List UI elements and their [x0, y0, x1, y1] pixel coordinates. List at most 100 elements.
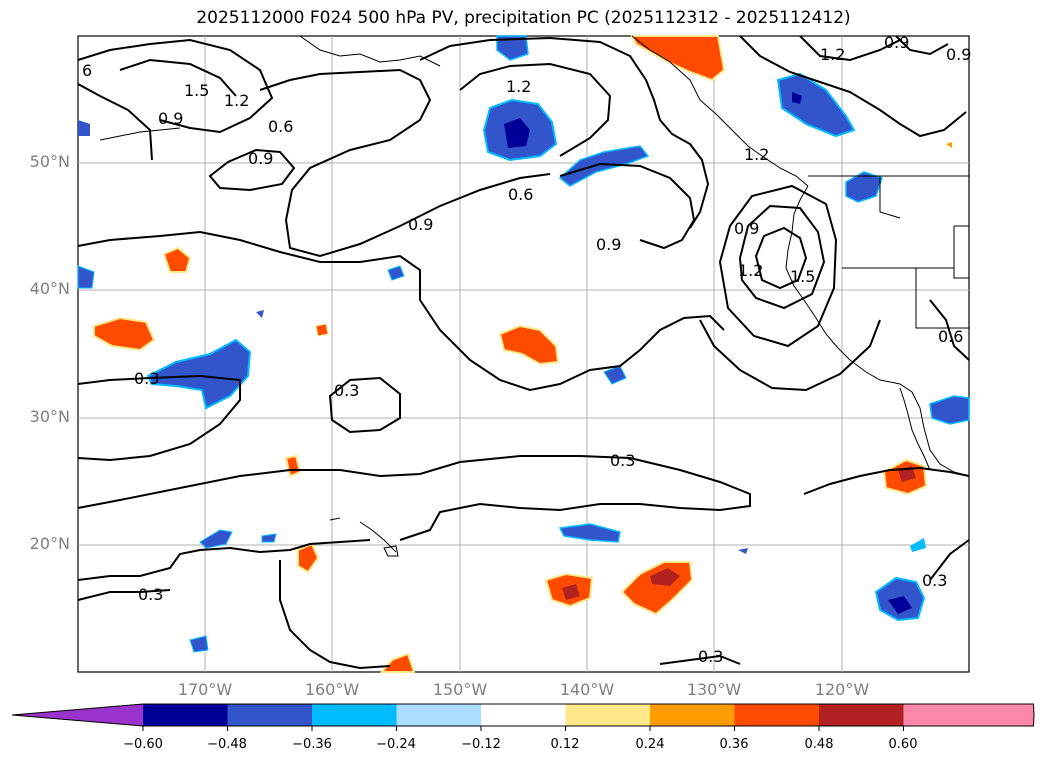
contour-low-mid [738, 204, 826, 310]
precip-blob-blue-21n [558, 523, 621, 543]
border-state-3 [879, 176, 901, 219]
precip-blob-orange-8 [379, 652, 416, 673]
colorbar-segment [481, 704, 566, 726]
coastline-aleutian-west [99, 127, 181, 141]
border-state-2 [915, 268, 969, 329]
contour-label: 0.9 [596, 235, 621, 254]
contour-0.3-south-3 [279, 560, 391, 670]
precip-blob-small-5 [199, 529, 233, 549]
precip-blob-west-edge-2 [77, 265, 95, 289]
contour-label: 0.3 [922, 571, 947, 590]
contour-upper-2 [119, 58, 237, 97]
colorbar-tick-label: 0.24 [635, 737, 665, 752]
colorbar-tick-label: 0.48 [804, 737, 834, 752]
lat-label-50n: 50°N [29, 152, 70, 171]
contour-label: 0.6 [508, 185, 533, 204]
contour-low-outer [718, 184, 838, 348]
coastline-baja [899, 387, 931, 471]
contour-upper-8 [559, 162, 696, 250]
contour-upper-3 [77, 83, 153, 161]
precip-blob-gulf-core [504, 118, 530, 148]
contour-low-inner [754, 226, 808, 290]
precip-blob-small-9 [910, 538, 926, 552]
colorbar-segment [650, 704, 735, 726]
precip-blob-canada-core [792, 92, 802, 104]
contour-0.3-main [77, 455, 751, 541]
contour-upper-9 [739, 35, 967, 138]
colorbar-segment [819, 704, 904, 726]
precip-blob-mexico-blue [929, 395, 970, 425]
contour-label: 1.2 [224, 91, 249, 110]
precip-blob-orange-7-core [650, 568, 680, 586]
colorbar-segment [312, 704, 397, 726]
colorbar [11, 703, 1035, 731]
contour-0.3-bottom [659, 654, 741, 665]
contour-label: 0.9 [946, 45, 971, 64]
precip-blob-small-3 [603, 365, 627, 385]
contour-0.3-mexico [803, 466, 970, 495]
lon-label-160w: 160°W [304, 680, 360, 699]
precip-blob-orange-2 [93, 316, 156, 352]
contour-0.3-west [77, 374, 241, 462]
colorbar-tick-label: −0.24 [376, 737, 416, 752]
coastline-hawaii [329, 517, 397, 553]
colorbar-segment [565, 704, 651, 726]
precip-blob-small-4 [315, 323, 329, 337]
contour-label: 0.3 [134, 369, 159, 388]
pv-contours [77, 35, 970, 670]
coastline-us-west [785, 185, 970, 477]
coastlines [99, 35, 970, 557]
precip-blobs [77, 35, 970, 673]
precip-blob-small-6 [261, 533, 277, 543]
precip-blob-orange-1 [162, 246, 192, 273]
contour-0.3-loop [328, 376, 401, 434]
lon-label-140w: 140°W [559, 680, 615, 699]
precip-blob-blue-15n-core [888, 596, 912, 614]
colorbar-tick-label: 0.60 [888, 737, 918, 752]
contour-label: 0.9 [734, 219, 759, 238]
precip-blob-small-7 [189, 635, 209, 653]
lat-label-40n: 40°N [29, 279, 70, 298]
precip-blob-small-8 [738, 548, 748, 554]
colorbar-segment [143, 704, 228, 726]
contour-label: 0.6 [938, 327, 963, 346]
contour-mid-0.6 [77, 230, 725, 392]
contour-upper-10 [799, 35, 901, 62]
precip-blob-idaho [845, 171, 883, 203]
contour-label: 0.6 [268, 117, 293, 136]
contour-label: 0.9 [408, 215, 433, 234]
contour-low-outer-2 [699, 319, 881, 392]
contour-label: 0.3 [610, 451, 635, 470]
precip-blob-north-blue [496, 35, 529, 61]
precip-blob-orange-3 [498, 324, 560, 366]
coastline-alaska-bc [631, 35, 809, 187]
contour-0.3-se [929, 539, 970, 581]
contour-upper-11 [895, 35, 949, 56]
colorbar-tick-label: −0.36 [292, 737, 332, 752]
contour-label: 1.2 [744, 145, 769, 164]
contour-upper-5 [259, 68, 551, 258]
colorbar-segment [734, 704, 820, 726]
contour-upper-4 [208, 148, 296, 192]
colorbar-tick-label: 0.36 [719, 737, 749, 752]
contour-label: 1.2 [820, 45, 845, 64]
lon-label-130w: 130°W [686, 680, 742, 699]
contour-label: 1.2 [506, 77, 531, 96]
precip-blob-small-1 [387, 265, 405, 281]
precip-blob-alaska [630, 35, 726, 82]
lon-label-150w: 150°W [432, 680, 488, 699]
colorbar-segment [396, 704, 482, 726]
colorbar-tick-label: −0.12 [461, 737, 501, 752]
contour-label: 6 [82, 61, 92, 80]
precip-blob-west-edge-1 [78, 120, 90, 136]
border-state-4 [953, 225, 969, 279]
contour-upper-6 [459, 62, 612, 157]
precip-blob-orange-6-core [562, 584, 580, 600]
contour-label: 0.3 [138, 585, 163, 604]
colorbar-extend-low [12, 704, 143, 726]
contour-upper-7 [419, 36, 710, 229]
contour-label: 0.3 [698, 647, 723, 666]
colorbar-tick-label: −0.60 [123, 737, 163, 752]
colorbar-segment [903, 704, 1034, 726]
